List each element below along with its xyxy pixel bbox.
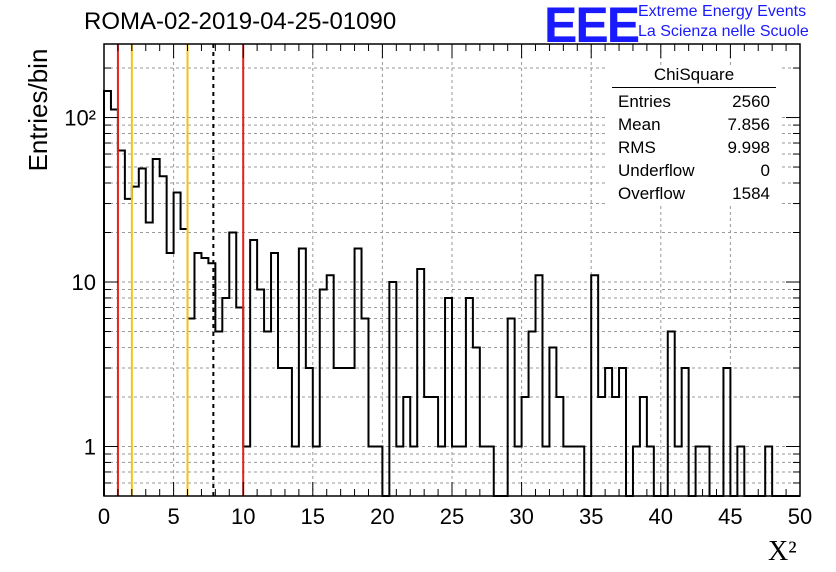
stats-label: Mean — [618, 115, 661, 134]
stats-value: 7.856 — [727, 115, 770, 134]
stats-label: RMS — [618, 138, 656, 157]
y-tick-label: 1 — [84, 434, 96, 459]
stats-row-underflow: Underflow 0 — [608, 159, 780, 182]
x-tick-label: 5 — [167, 504, 179, 529]
x-tick-label: 50 — [788, 504, 812, 529]
x-tick-label: 0 — [98, 504, 110, 529]
histogram-series — [103, 90, 800, 497]
x-tick-label: 45 — [718, 504, 742, 529]
x-tick-label: 30 — [509, 504, 533, 529]
x-tick-label: 10 — [231, 504, 255, 529]
stats-value: 0 — [760, 161, 770, 180]
stats-title: ChiSquare — [612, 65, 776, 88]
chart-title: ROMA-02-2019-04-25-01090 — [84, 8, 397, 35]
stats-row-rms: RMS 9.998 — [608, 136, 780, 159]
stats-label: Overflow — [618, 184, 686, 203]
eee-logo-text: Extreme Energy Events La Scienza nelle S… — [638, 2, 809, 42]
stats-label: Underflow — [618, 161, 695, 180]
y-tick-label: 10² — [64, 106, 96, 131]
stats-value: 2560 — [732, 92, 770, 111]
stats-row-mean: Mean 7.856 — [608, 113, 780, 136]
stats-row-entries: Entries 2560 — [608, 90, 780, 113]
stats-rows: Entries 2560 Mean 7.856 RMS 9.998 Underflow 0 Ov… — [608, 90, 780, 205]
x-tick-label: 20 — [370, 504, 394, 529]
statistics-box: ChiSquare Entries 2560 Mean 7.856 RMS 9.998 Un… — [608, 65, 780, 205]
y-tick-label: 10 — [72, 270, 96, 295]
logo-line-2: La Scienza nelle Scuole — [638, 23, 809, 40]
stats-value: 9.998 — [727, 138, 770, 157]
x-tick-label: 35 — [579, 504, 603, 529]
x-tick-label: 15 — [301, 504, 325, 529]
x-tick-label: 25 — [440, 504, 464, 529]
x-axis-label: X² — [768, 536, 797, 567]
logo-line-1: Extreme Energy Events — [638, 3, 807, 20]
eee-logo-mark: EEE — [544, 0, 640, 53]
stats-row-overflow: Overflow 1584 — [608, 182, 780, 205]
y-axis-label: Entries/bin — [23, 48, 53, 172]
x-tick-label: 40 — [649, 504, 673, 529]
stats-value: 1584 — [732, 184, 770, 203]
stats-label: Entries — [618, 92, 671, 111]
